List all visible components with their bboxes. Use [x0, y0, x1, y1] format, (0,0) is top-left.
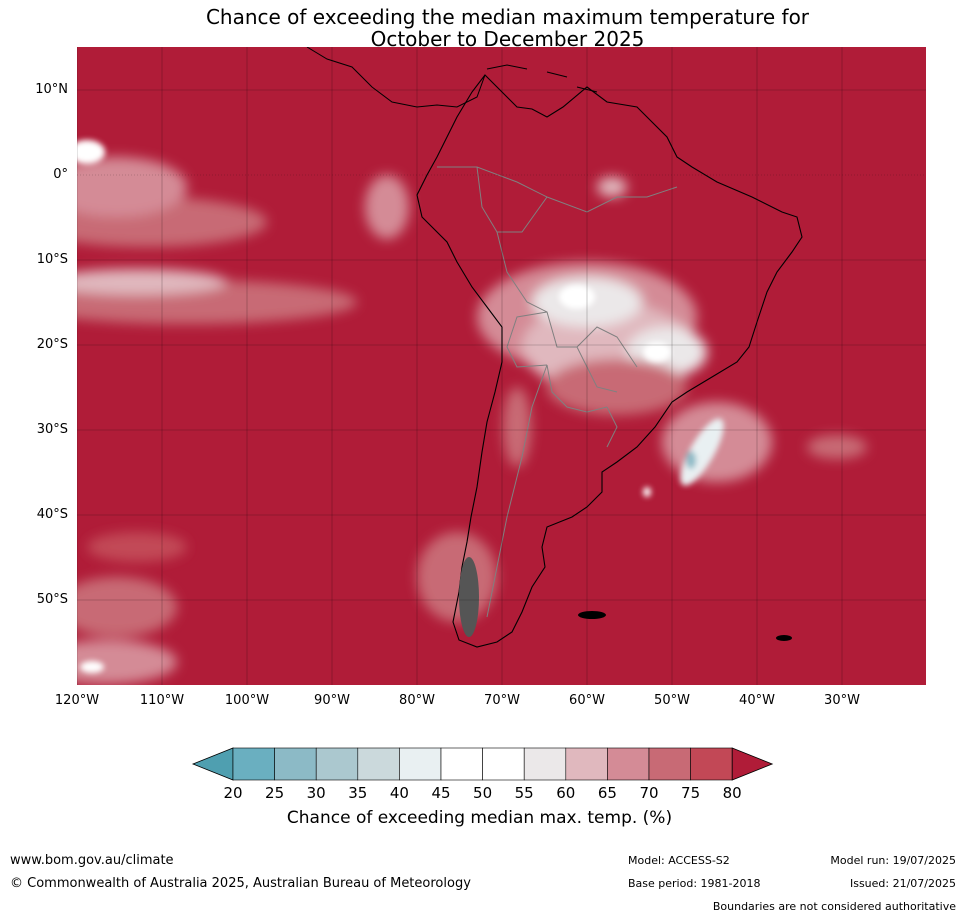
footer-model-run: Model run: 19/07/2025 [830, 854, 956, 867]
forecast-map [77, 47, 926, 685]
graticule [77, 47, 926, 685]
anomaly-patches [77, 140, 867, 684]
anomaly-patch-andes [503, 387, 531, 467]
footer-base-period: Base period: 1981-2018 [628, 877, 761, 890]
colorbar-tick-label: 30 [306, 784, 326, 802]
colorbar-cell [315, 747, 359, 781]
falkland-islands [578, 611, 792, 641]
anomaly-patch-ecuador-coast [365, 175, 409, 239]
lon-label-40w: 40°W [739, 693, 775, 708]
lon-label-110w: 110°W [139, 693, 185, 708]
anomaly-patch-brazil-core [559, 285, 595, 309]
colorbar-cell [399, 747, 442, 781]
colorbar-tick-label: 60 [556, 784, 576, 802]
colorbar-cell [607, 747, 650, 781]
colorbar-extend-high [731, 747, 774, 781]
colorbar-tick-label: 35 [348, 784, 368, 802]
lat-label-20s: 20°S [36, 337, 68, 352]
colorbar-cell [565, 747, 608, 781]
chart-title-line-2: October to December 2025 [370, 27, 645, 51]
colorbar [191, 747, 774, 781]
colorbar-tick-label: 40 [389, 784, 409, 802]
country-borders [437, 166, 678, 618]
colorbar-cell [523, 747, 567, 781]
central-america-coastline [306, 47, 486, 108]
anomaly-patch-pacific-south-2 [87, 532, 187, 562]
lon-label-60w: 60°W [569, 693, 605, 708]
colorbar-tick-label: 45 [431, 784, 451, 802]
colorbar-cell [648, 747, 691, 781]
colorbar-tick-label: 65 [597, 784, 617, 802]
lat-label-30s: 30°S [36, 422, 68, 437]
anomaly-patch-east-pacific-south-inner [77, 269, 227, 295]
colorbar-tick-label: 80 [722, 784, 742, 802]
lon-label-50w: 50°W [654, 693, 690, 708]
anomaly-patch-south-brazil [547, 359, 687, 415]
colorbar-extend-low [191, 747, 234, 781]
anomaly-patch-brazil-core-2 [643, 342, 671, 362]
anomaly-patch-atlantic-cold [686, 451, 696, 469]
footer-issued: Issued: 21/07/2025 [849, 877, 956, 890]
colorbar-cell [482, 747, 525, 781]
lon-label-90w: 90°W [314, 693, 350, 708]
lat-label-10s: 10°S [36, 252, 68, 267]
anomaly-patch-patagonia [417, 532, 497, 622]
chart-title-line-1: Chance of exceeding the median maximum t… [205, 5, 810, 29]
colorbar-cell [440, 747, 483, 781]
lon-label-70w: 70°W [484, 693, 520, 708]
anomaly-patch-southwest-pacific-2 [77, 640, 177, 684]
lat-label-40s: 40°S [36, 507, 68, 522]
colorbar-tick-label: 50 [473, 784, 493, 802]
south-america-coastline [416, 74, 803, 648]
footer-copyright: © Commonwealth of Australia 2025, Austra… [10, 876, 471, 891]
colorbar-label: Chance of exceeding median max. temp. (%… [286, 808, 673, 828]
colorbar-cell [357, 747, 400, 781]
anomaly-patch-rio-core [643, 487, 651, 497]
colorbar-cell [274, 747, 317, 781]
footer-model: Model: ACCESS-S2 [628, 854, 730, 867]
footer-url: www.bom.gov.au/climate [10, 853, 174, 868]
colorbar-tick-label: 55 [514, 784, 534, 802]
lon-label-80w: 80°W [399, 693, 435, 708]
footer-boundaries-note: Boundaries are not considered authoritat… [712, 900, 956, 913]
anomaly-patch-guiana [597, 177, 627, 197]
caribbean-islands [486, 64, 598, 93]
lon-label-100w: 100°W [224, 693, 270, 708]
lat-label-10n: 10°N [35, 82, 68, 97]
lon-label-120w: 120°W [54, 693, 100, 708]
southern-chile-archipelago [459, 557, 479, 637]
colorbar-tick-label: 70 [639, 784, 659, 802]
anomaly-patch-atlantic-2 [807, 435, 867, 459]
colorbar-tick-label: 75 [681, 784, 701, 802]
lat-label-0: 0° [53, 167, 68, 182]
anomaly-patch-pacific-core [80, 661, 104, 673]
colorbar-cell [232, 747, 275, 781]
colorbar-tick-label: 20 [223, 784, 243, 802]
anomaly-patch-east-pacific-north [77, 157, 187, 217]
lat-label-50s: 50°S [36, 592, 68, 607]
anomaly-patch-southwest-pacific [77, 577, 177, 637]
lon-label-30w: 30°W [824, 693, 860, 708]
colorbar-cell [690, 747, 733, 781]
anomaly-patch-galapagos-core [77, 140, 105, 164]
colorbar-tick-label: 25 [265, 784, 285, 802]
